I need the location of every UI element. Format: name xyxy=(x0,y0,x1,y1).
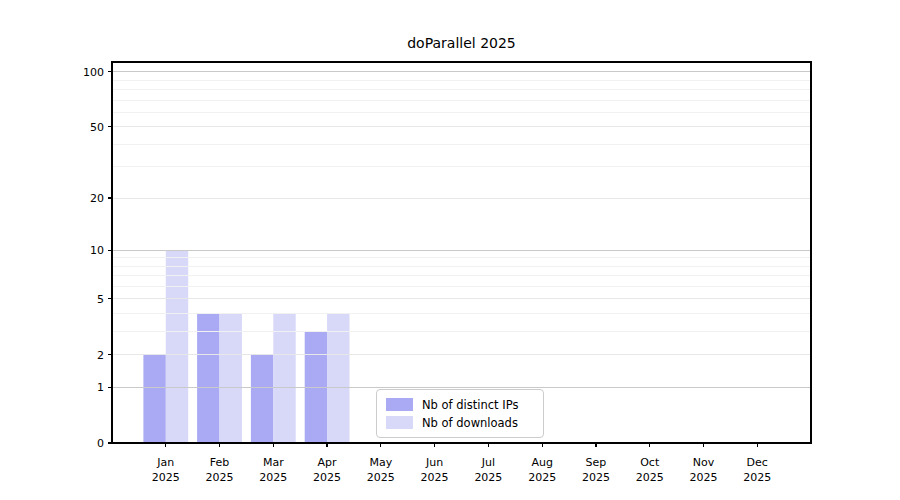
x-tick-label-month: Apr xyxy=(318,456,338,469)
bar-distinct-ips xyxy=(197,314,219,444)
y-tick-label: 50 xyxy=(90,121,104,134)
x-tick-label-year: 2025 xyxy=(743,471,771,484)
bar-distinct-ips xyxy=(143,355,165,443)
x-tick-label-year: 2025 xyxy=(421,471,449,484)
x-tick-label-year: 2025 xyxy=(636,471,664,484)
x-tick-label-month: Mar xyxy=(263,456,284,469)
x-tick-label-year: 2025 xyxy=(367,471,395,484)
x-tick-label-year: 2025 xyxy=(582,471,610,484)
legend: Nb of distinct IPs Nb of downloads xyxy=(376,389,544,438)
y-tick-label: 100 xyxy=(83,66,104,79)
y-tick-label: 2 xyxy=(97,349,104,362)
x-tick-label-month: May xyxy=(369,456,392,469)
x-tick-label-year: 2025 xyxy=(689,471,717,484)
y-tick-label: 20 xyxy=(90,192,104,205)
x-tick-label-year: 2025 xyxy=(206,471,234,484)
x-tick-label-year: 2025 xyxy=(152,471,180,484)
chart-figure: doParallel 2025 0125102050100Jan2025Feb2… xyxy=(0,0,900,500)
y-tick-label: 10 xyxy=(90,244,104,257)
y-tick-label: 1 xyxy=(97,381,104,394)
bar-downloads xyxy=(273,314,295,444)
x-tick-label-month: Feb xyxy=(210,456,229,469)
legend-item-downloads: Nb of downloads xyxy=(386,416,534,430)
x-tick-label-month: Nov xyxy=(693,456,715,469)
legend-label-downloads: Nb of downloads xyxy=(422,416,518,430)
x-tick-label-year: 2025 xyxy=(313,471,341,484)
x-tick-label-month: Sep xyxy=(586,456,607,469)
x-tick-label-year: 2025 xyxy=(259,471,287,484)
legend-swatch-distinct-ips xyxy=(386,398,413,411)
x-tick-label-month: Dec xyxy=(747,456,768,469)
legend-item-distinct-ips: Nb of distinct IPs xyxy=(386,398,534,412)
x-tick-label-month: Aug xyxy=(531,456,552,469)
x-tick-label-month: Jan xyxy=(156,456,174,469)
x-tick-label-month: Jun xyxy=(425,456,443,469)
y-tick-label: 0 xyxy=(97,437,104,450)
x-tick-label-month: Oct xyxy=(640,456,660,469)
x-tick-label-month: Jul xyxy=(481,456,495,469)
y-tick-label: 5 xyxy=(97,293,104,306)
bar-downloads xyxy=(166,250,188,443)
legend-label-distinct-ips: Nb of distinct IPs xyxy=(422,398,518,412)
bar-distinct-ips xyxy=(251,355,273,443)
x-tick-label-year: 2025 xyxy=(528,471,556,484)
bar-downloads xyxy=(327,314,349,444)
bar-downloads xyxy=(220,314,242,444)
legend-swatch-downloads xyxy=(386,416,413,429)
x-tick-label-year: 2025 xyxy=(474,471,502,484)
